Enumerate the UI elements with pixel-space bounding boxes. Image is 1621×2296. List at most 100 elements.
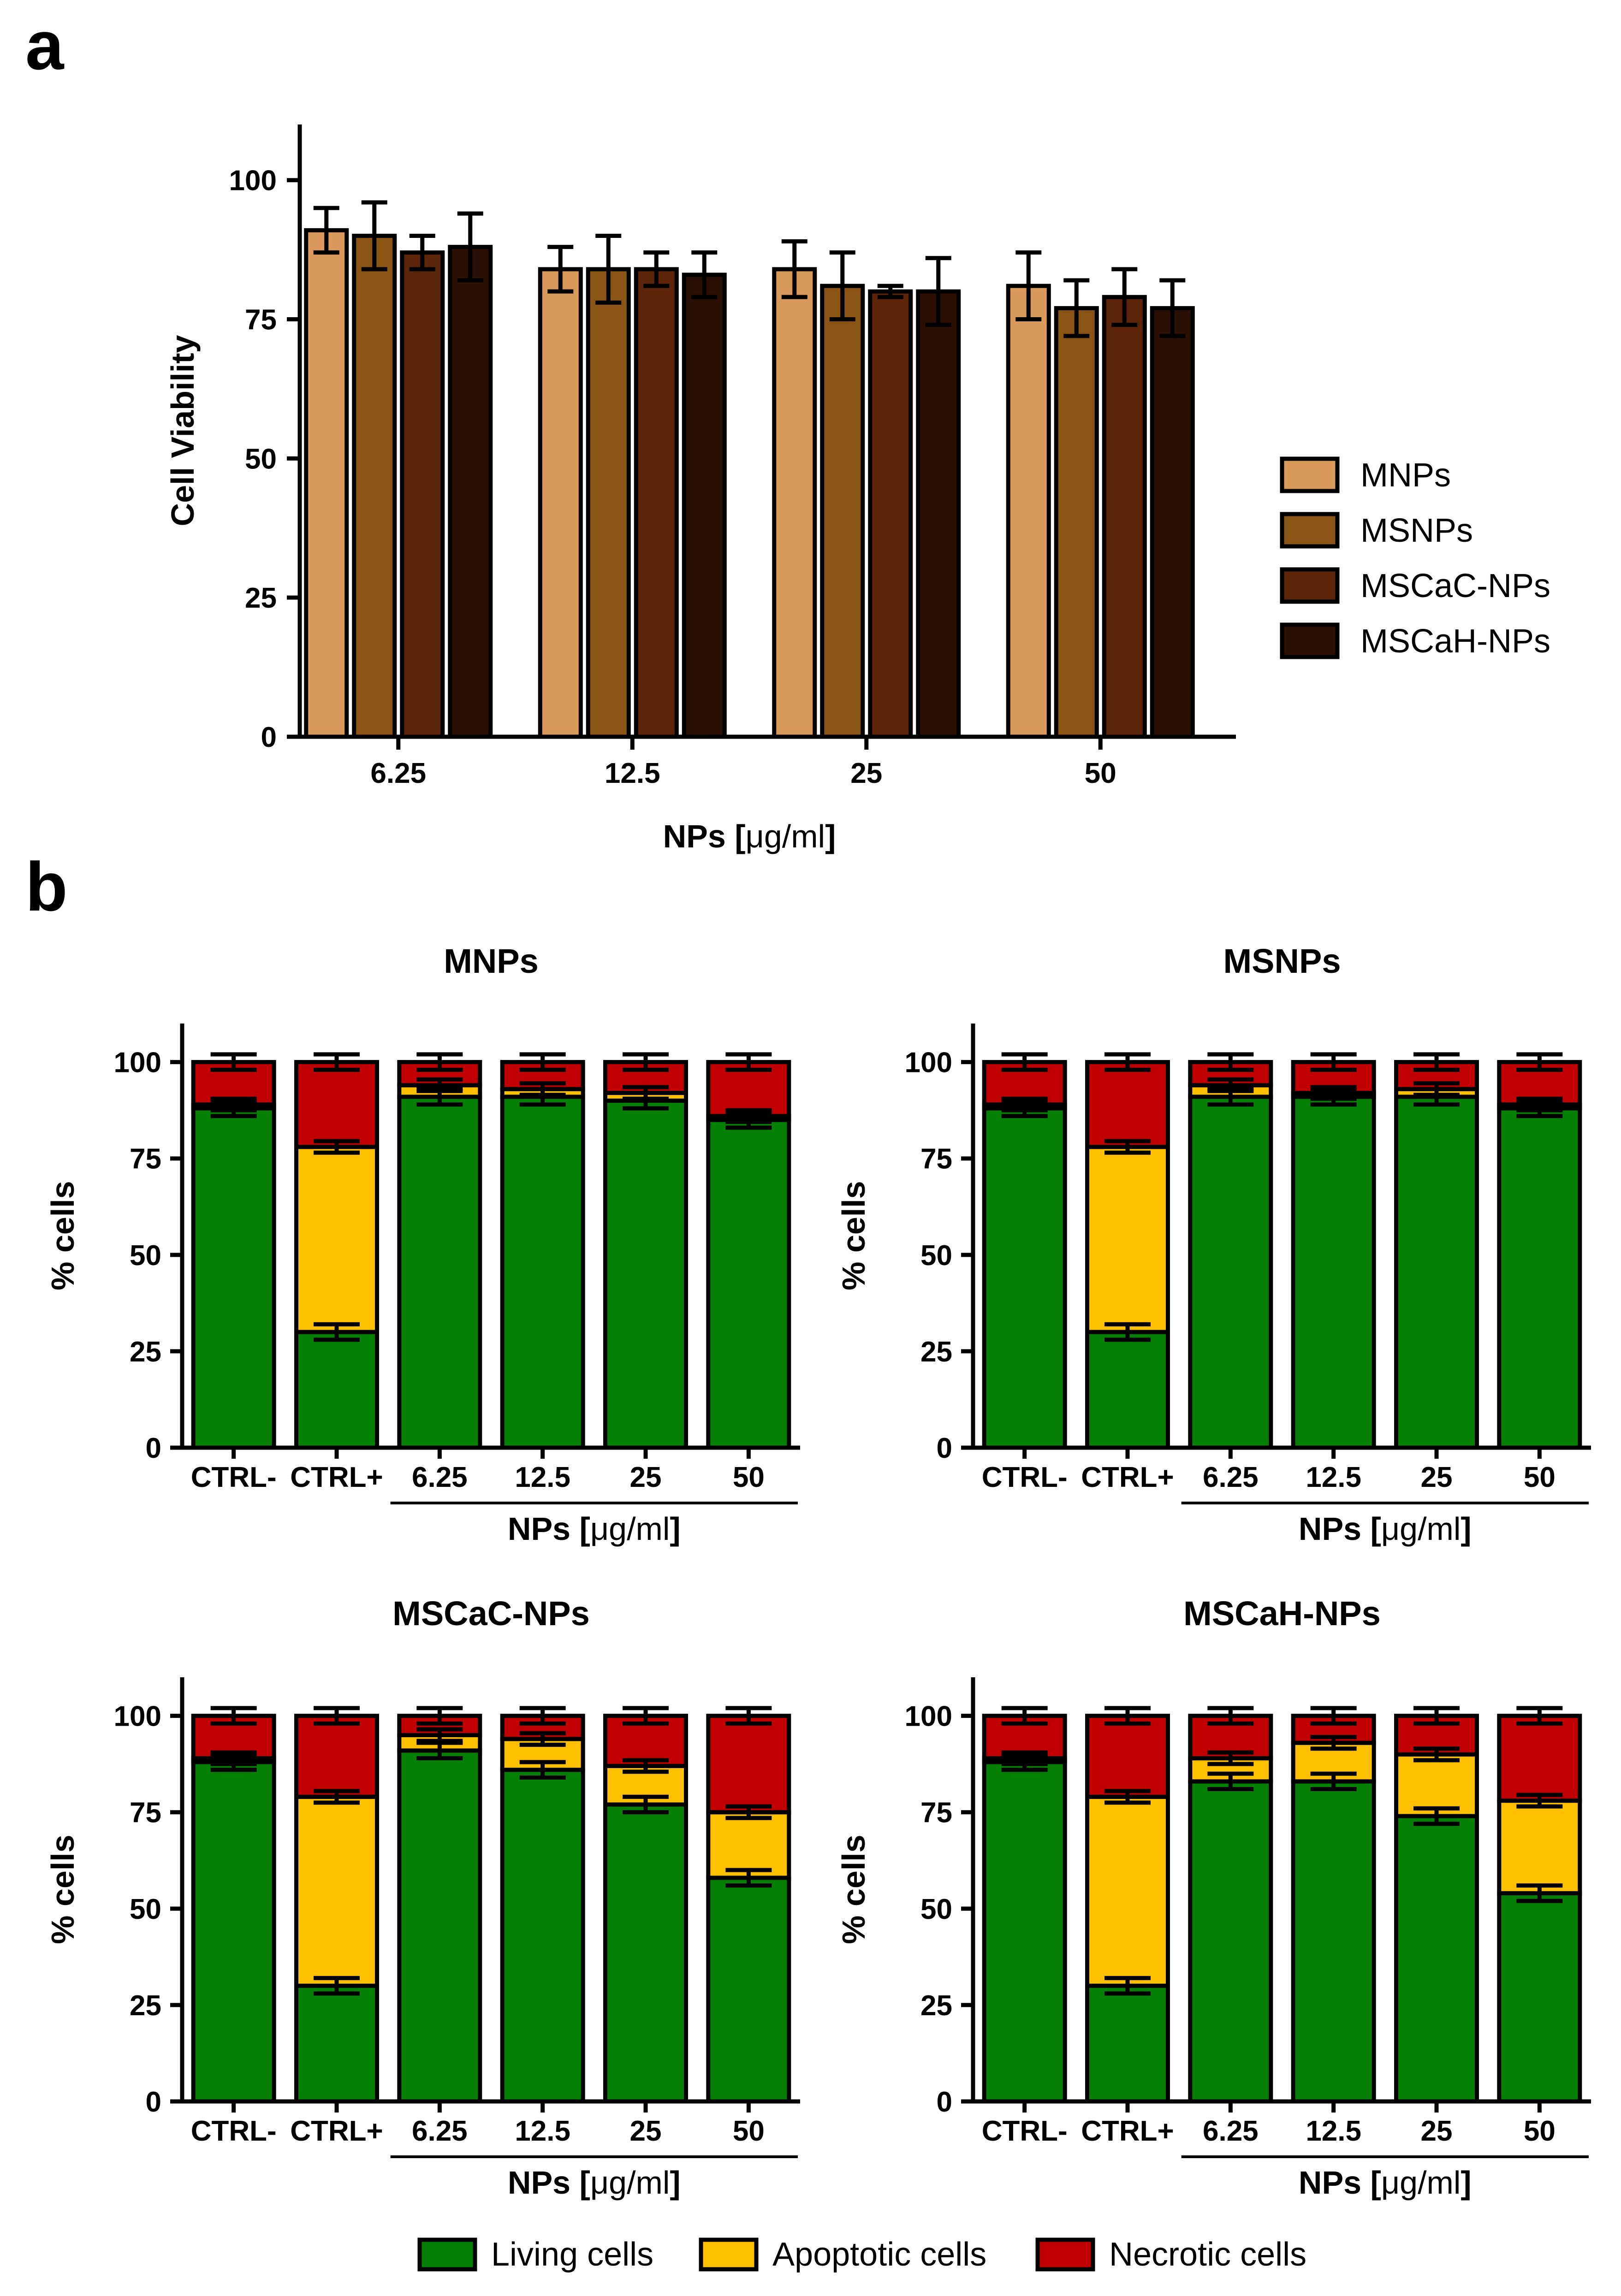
mscah-nps-errorbar-apoptotic-cells-ctrl [1104,1789,1151,1805]
mscah-nps-y-tick-label-0: 0 [937,2086,952,2118]
x-tick-label-a-50: 50 [1085,757,1116,789]
mscac-nps-bar-living-cells-25 [603,1802,688,2104]
mscah-nps-errorbar-living-cells-50 [1516,1883,1563,1903]
msnps-x-axis-title-unit: μg/ml [1381,1511,1461,1547]
mscah-nps-x-axis-title-main: NPs [ [1299,2165,1381,2201]
mscah-nps-bar-living-cells-12-5 [1291,1779,1376,2104]
legend-b-label-necrotic-cells: Necrotic cells [1109,2236,1306,2273]
bar-mscah-nps-12-5 [682,272,727,739]
x-axis-title-a-end: ] [825,818,836,854]
panel-label-a: a [25,6,65,84]
mnps-errorbar-necrotic-cells-ctrl [314,1052,360,1072]
mscac-nps-errorbar-living-cells-25 [623,1794,669,1815]
mnps-y-tick-label-75: 75 [130,1143,161,1175]
mscah-nps-y-tick-label-100: 100 [905,1701,952,1733]
chart-a-cell-viability: 0 25 50 75 100 6.25 12.5 25 50 Cell Viability NPs … [165,124,1550,854]
msnps-y-tick-label-75: 75 [920,1143,952,1175]
mscah-nps-x-axis-title-end: ] [1461,2165,1471,2201]
mscac-nps-errorbar-apoptotic-cells-ctrl [210,1750,257,1766]
mnps-bar-necrotic-cells-ctrl [294,1060,379,1149]
bar-mscac-nps-6-25 [400,250,445,739]
mscah-nps-errorbar-necrotic-cells-50 [1516,1706,1563,1726]
bar-mscah-nps-50 [1150,306,1195,739]
errorbar-mnps-50 [1015,250,1042,322]
mnps-errorbar-apoptotic-cells-25 [623,1085,669,1101]
msnps-x-tick-label-ctrl: CTRL- [982,1462,1068,1493]
mscah-nps-errorbar-living-cells-25 [1413,1806,1460,1826]
errorbar-mscah-nps-25 [925,256,951,327]
legend-swatch-mscah-nps [1280,622,1340,659]
msnps-axes [971,1024,1591,1450]
y-axis-title-a: Cell Viability [165,335,201,526]
mscah-nps-bar-living-cells-ctrl [982,1760,1067,2104]
y-tick-label-a-0: 0 [261,722,277,753]
errorbar-mnps-12-5 [547,245,574,294]
chart-b-mscah-nps: 0 25 50 75 100 CTRL- CTRL+ 6.25 12.5 25 50 NPs [μg/… [836,1594,1591,2201]
mnps-errorbar-necrotic-cells-50 [725,1052,772,1072]
msnps-y-axis-title: % cells [836,1181,872,1290]
msnps-x-tick-label-50: 50 [1524,1462,1556,1493]
mscac-nps-x-axis-title-end: ] [670,2165,680,2201]
msnps-y-tick-label-50: 50 [920,1240,952,1272]
mscah-nps-errorbar-apoptotic-cells-12-5 [1310,1735,1357,1751]
y-tick-label-a-50: 50 [245,443,277,475]
mnps-x-tick-label-6-25: 6.25 [412,1462,468,1493]
msnps-errorbar-apoptotic-cells-50 [1516,1096,1563,1112]
mscac-nps-title: MSCaC-NPs [392,1594,590,1633]
msnps-errorbar-necrotic-cells-ctrl [1104,1052,1151,1072]
mscah-nps-y-axis-title: % cells [836,1834,872,1944]
legend-label-mscac-nps: MSCaC-NPs [1360,568,1550,604]
y-tick-label-a-75: 75 [245,304,277,336]
mnps-title: MNPs [444,942,539,980]
mscah-nps-bar-apoptotic-cells-50 [1497,1799,1582,1895]
errorbar-mscac-nps-50 [1111,267,1138,327]
msnps-x-axis-title-main: NPs [ [1299,1511,1381,1547]
mscac-nps-errorbar-living-cells-ctrl [314,1976,360,1996]
mscah-nps-x-axis-title: NPs [μg/ml] [1299,2165,1472,2201]
errorbar-mscac-nps-6-25 [409,233,435,272]
mscah-nps-bar-living-cells-ctrl [1085,1983,1170,2104]
mscah-nps-bar-living-cells-6-25 [1188,1779,1273,2104]
errorbar-mscah-nps-50 [1159,278,1186,338]
mscac-nps-x-axis-title-main: NPs [ [508,2165,590,2201]
mscac-nps-bar-apoptotic-cells-ctrl [294,1794,379,1988]
x-tick-label-a-12-5: 12.5 [605,757,660,789]
mscac-nps-x-tick-label-ctrl: CTRL+ [290,2115,383,2147]
mscac-nps-axes [180,1677,800,2104]
mscah-nps-bar-necrotic-cells-50 [1497,1714,1582,1803]
mnps-bar-living-cells-50 [706,1118,791,1450]
y-tick-label-a-25: 25 [245,582,277,614]
mnps-errorbar-apoptotic-cells-50 [725,1108,772,1124]
legend-b: Living cells Apoptotic cells Necrotic cell… [417,2236,1306,2273]
mnps-y-tick-label-0: 0 [146,1432,161,1464]
mscah-nps-errorbar-necrotic-cells-ctrl [1104,1706,1151,1726]
mnps-y-tick-label-50: 50 [130,1240,161,1272]
bar-mnps-6-25 [304,228,349,739]
msnps-errorbar-necrotic-cells-50 [1516,1052,1563,1072]
bar-mnps-25 [772,267,817,739]
mnps-bar-apoptotic-cells-ctrl [294,1145,379,1334]
mnps-errorbar-necrotic-cells-ctrl [210,1052,257,1072]
mscac-nps-x-tick-label-6-25: 6.25 [412,2115,468,2147]
msnps-bar-living-cells-ctrl [982,1106,1067,1450]
mscah-nps-errorbar-necrotic-cells-12-5 [1310,1706,1357,1726]
mnps-bar-living-cells-ctrl [191,1106,276,1450]
mnps-y-tick-label-100: 100 [114,1047,161,1079]
msnps-x-tick-label-ctrl: CTRL+ [1081,1462,1174,1493]
legend-b-label-living-cells: Living cells [491,2236,653,2273]
mscah-nps-errorbar-living-cells-6-25 [1207,1771,1254,1792]
bar-mnps-12-5 [538,267,583,739]
mnps-errorbar-necrotic-cells-25 [623,1052,669,1072]
mnps-bar-living-cells-25 [603,1098,688,1450]
mnps-x-tick-label-25: 25 [630,1462,662,1493]
mscah-nps-x-axis-title-unit: μg/ml [1381,2165,1461,2201]
errorbar-mscac-nps-12-5 [643,250,670,288]
mscah-nps-x-tick-label-50: 50 [1524,2115,1556,2147]
panel-label-b: b [25,848,68,925]
mscac-nps-errorbar-necrotic-cells-ctrl [314,1706,360,1726]
msnps-y-tick-label-0: 0 [937,1432,952,1464]
mscac-nps-x-tick-label-25: 25 [630,2115,662,2147]
mnps-errorbar-apoptotic-cells-12-5 [519,1081,566,1097]
legend-swatch-mnps [1280,456,1340,493]
errorbar-mnps-6-25 [313,206,339,255]
